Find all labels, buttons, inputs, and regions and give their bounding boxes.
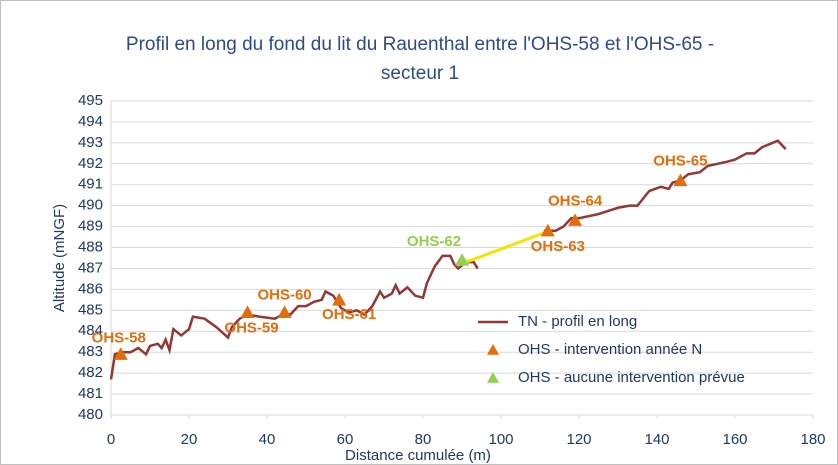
point-label: OHS-61: [322, 306, 376, 323]
legend-swatch: [487, 372, 499, 383]
y-tick-label: 483: [78, 343, 103, 360]
point-label: OHS-62: [407, 233, 461, 250]
chart-title: Profil en long du fond du lit du Rauenth…: [125, 34, 715, 84]
y-tick-label: 482: [78, 364, 103, 381]
y-tick-label: 489: [78, 218, 103, 235]
marker: [113, 347, 128, 360]
line-series: [465, 231, 545, 264]
y-tick-label: 492: [78, 155, 103, 172]
x-tick-label: 20: [181, 431, 198, 448]
y-tick-label: 486: [78, 280, 103, 297]
marker: [540, 223, 555, 237]
x-tick-label: 40: [259, 431, 276, 448]
marker: [455, 253, 469, 266]
y-tick-label: 494: [78, 113, 103, 130]
x-axis-label: Distance cumulée (m): [345, 447, 491, 464]
x-tick-label: 120: [566, 431, 591, 448]
legend-label: TN - profil en long: [518, 313, 637, 330]
y-tick-label: 480: [78, 406, 103, 423]
x-tick-label: 0: [107, 431, 115, 448]
point-label: OHS-63: [531, 238, 585, 255]
x-tick-label: 80: [415, 431, 432, 448]
marker: [240, 305, 255, 319]
point-label: OHS-65: [653, 153, 707, 170]
legend-label: OHS - aucune intervention prévue: [518, 369, 745, 386]
y-tick-label: 485: [78, 301, 103, 318]
y-tick-label: 488: [78, 239, 103, 256]
y-tick-label: 484: [78, 322, 103, 339]
x-tick-label: 100: [488, 431, 513, 448]
marker: [332, 292, 347, 306]
legend-swatch: [487, 344, 499, 355]
marker: [277, 305, 292, 319]
x-tick-label: 180: [800, 431, 825, 448]
y-tick-label: 491: [78, 176, 103, 193]
x-tick-label: 60: [337, 431, 354, 448]
marker: [568, 213, 583, 226]
y-tick-label: 481: [78, 385, 103, 402]
y-tick-label: 495: [78, 92, 103, 109]
point-label: OHS-64: [548, 192, 603, 209]
point-label: OHS-60: [257, 286, 311, 303]
legend-label: OHS - intervention année N: [518, 341, 702, 358]
point-label: OHS-59: [224, 319, 278, 336]
y-tick-label: 487: [78, 259, 103, 276]
x-tick-label: 160: [722, 431, 747, 448]
y-tick-label: 490: [78, 197, 103, 214]
y-axis-label: Altitude (mNGF): [51, 204, 68, 312]
y-tick-label: 493: [78, 134, 103, 151]
x-tick-label: 140: [644, 431, 669, 448]
point-label: OHS-58: [92, 329, 146, 346]
marker: [673, 173, 688, 187]
